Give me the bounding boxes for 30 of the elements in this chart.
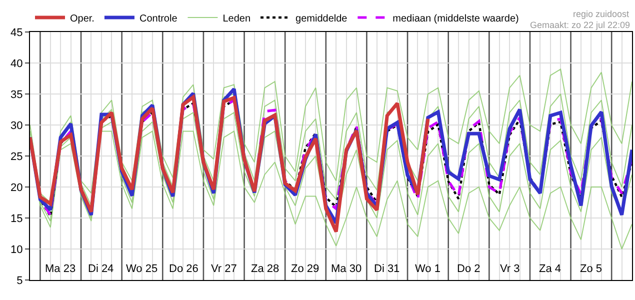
x-tick-label: Ma 23 (45, 263, 76, 275)
x-tick-label: Wo 25 (126, 263, 158, 275)
x-tick-label: Di 24 (88, 263, 114, 275)
text: Gemaakt: zo 22 jul 22:09 (530, 20, 630, 30)
x-tick-label: Zo 29 (291, 263, 320, 275)
x-tick-label: Do 26 (169, 263, 198, 275)
x-tick-label: Wo 1 (415, 263, 440, 275)
y-tick-label: 30 (10, 120, 23, 132)
x-tick-label: Di 31 (374, 263, 400, 275)
y-tick-label: 35 (10, 88, 23, 101)
legend-label: mediaan (middelste waarde) (392, 13, 519, 24)
y-tick-label: 5 (16, 274, 23, 287)
x-tick-label: Ma 30 (331, 263, 362, 275)
x-tick-label: Za 28 (251, 263, 280, 275)
y-tick-label: 10 (10, 244, 23, 256)
y-tick-label: 45 (10, 26, 23, 39)
x-tick-label: Vr 3 (500, 263, 520, 275)
x-tick-label: Za 4 (539, 263, 562, 275)
y-tick-label: 40 (10, 58, 23, 70)
text: regio zuidoost (573, 9, 630, 19)
y-tick-label: 15 (10, 212, 23, 225)
legend-label: gemiddelde (296, 13, 348, 24)
y-tick-label: 25 (10, 150, 23, 163)
x-tick-label: Do 2 (457, 263, 480, 275)
legend-label: Leden (222, 13, 251, 24)
legend-label: Controle (139, 13, 178, 24)
x-tick-label: Zo 5 (580, 263, 602, 275)
x-tick-label: Vr 27 (211, 263, 237, 275)
legend-label: Oper. (70, 13, 94, 24)
y-tick-label: 20 (10, 182, 23, 194)
